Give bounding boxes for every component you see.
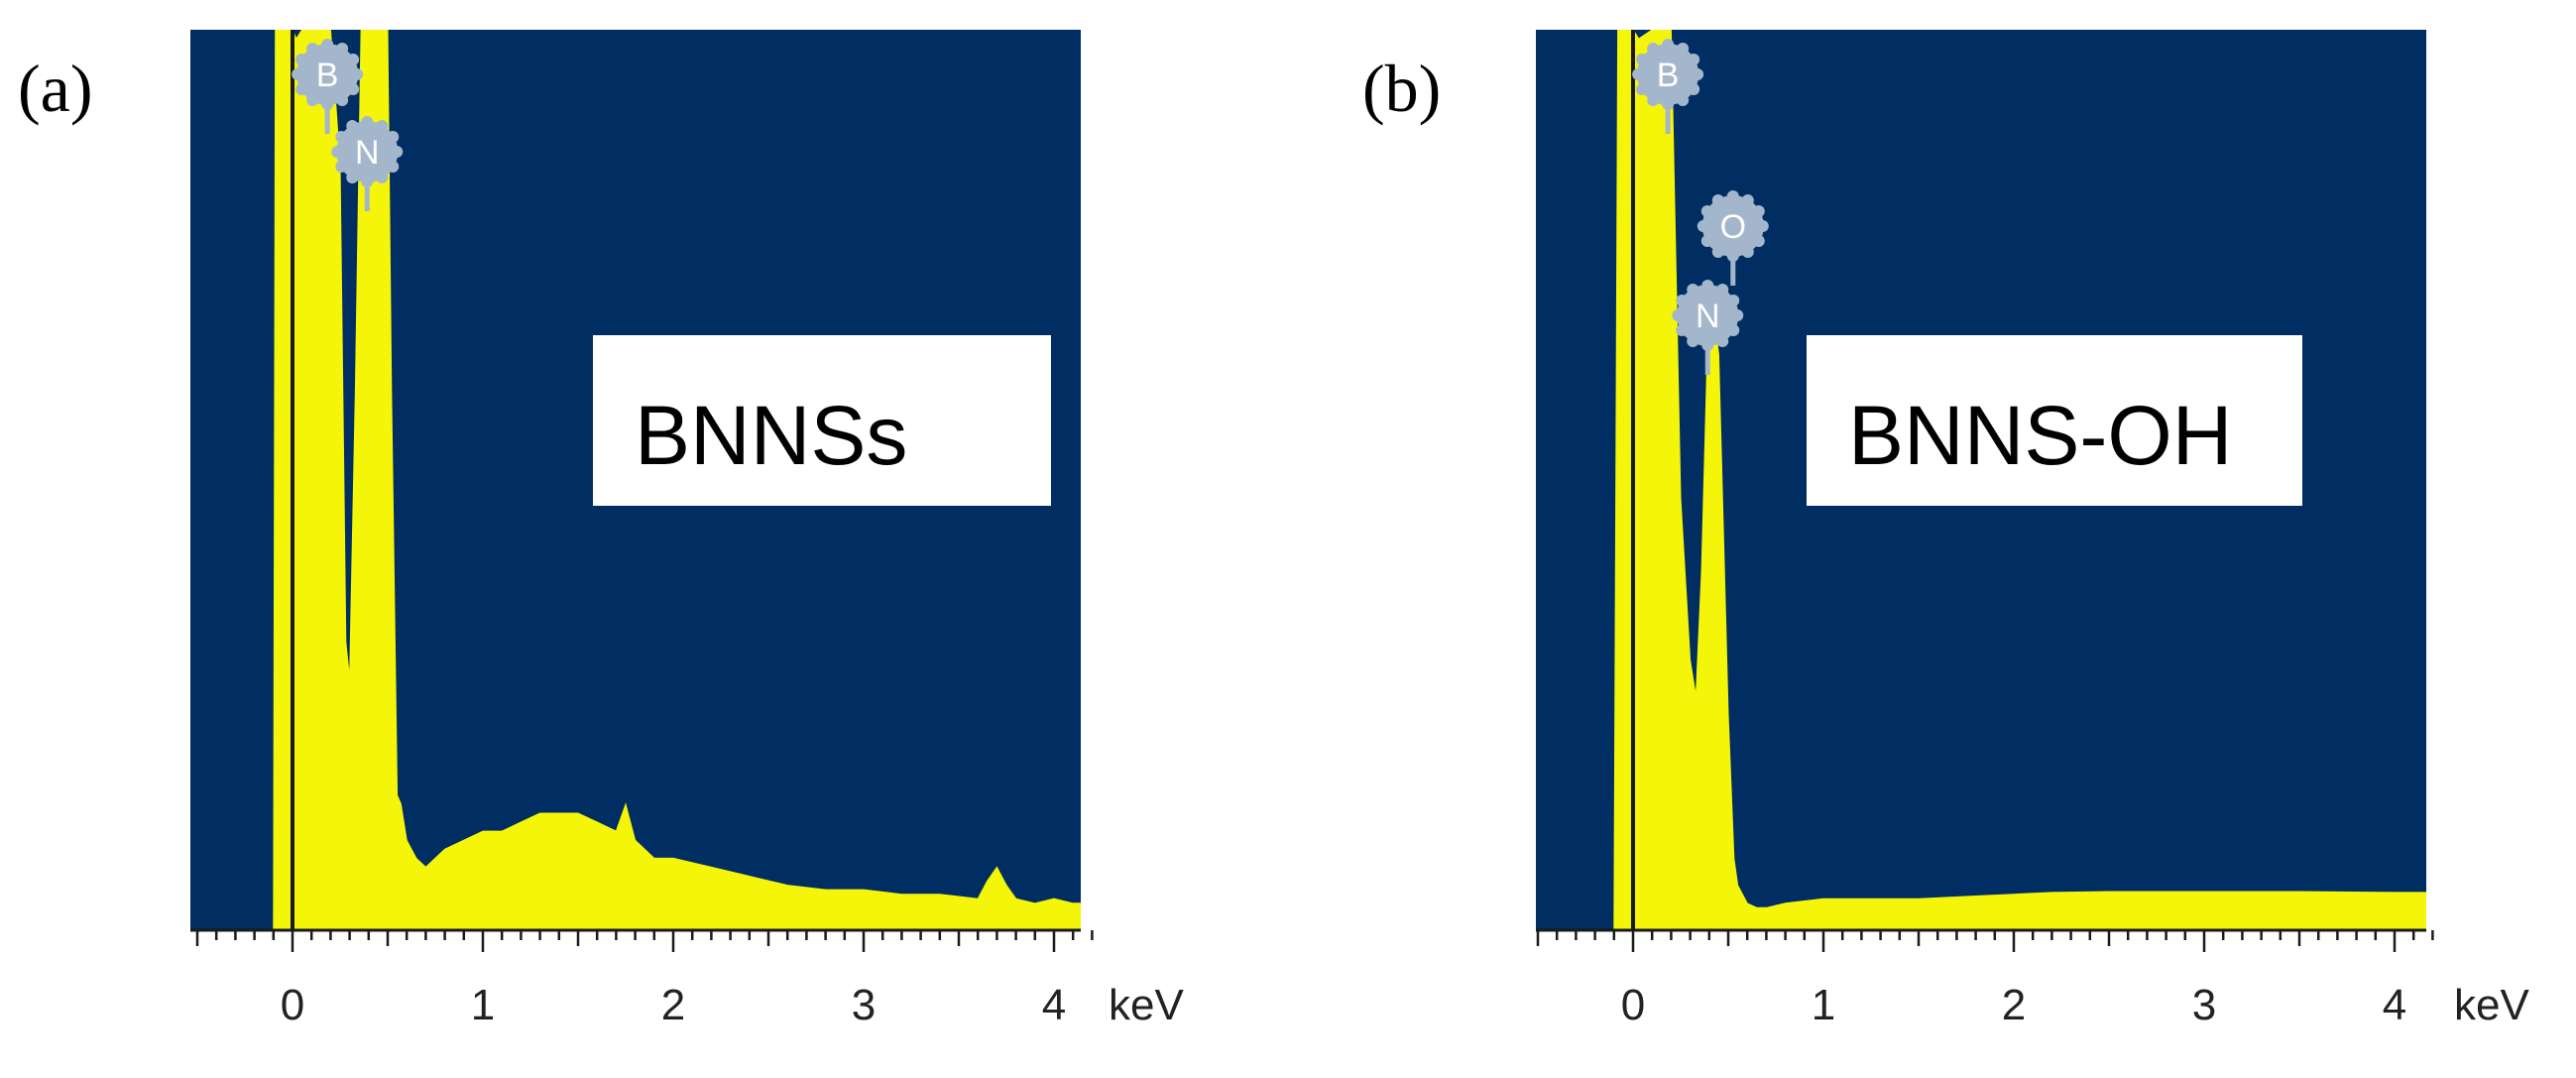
x-tick-label: 1 — [1812, 981, 1835, 1029]
marker-circle — [1701, 195, 1764, 257]
panel-b: (b) 0 1 2 3 4 keV BNNS-OH B N O — [1288, 0, 2576, 1078]
sample-label-box — [1807, 335, 2302, 506]
panel-label: (a) — [18, 51, 93, 126]
sample-label: BNNSs — [635, 389, 907, 482]
x-tick-label: 2 — [2002, 981, 2026, 1029]
marker-element-label: O — [1720, 208, 1746, 246]
x-tick-label: 3 — [2192, 981, 2216, 1029]
element-marker-b: B — [292, 39, 364, 134]
x-tick-label: 3 — [852, 981, 876, 1029]
eds-spectrum-chart-b: 0 1 2 3 4 keV BNNS-OH B N O — [1536, 30, 2529, 1029]
marker-element-label: B — [316, 57, 339, 94]
x-tick-label: 0 — [1621, 981, 1645, 1029]
marker-circle — [1677, 285, 1739, 346]
marker-circle — [296, 44, 359, 105]
spectrum-area — [1613, 30, 2426, 930]
x-tick-label: 2 — [661, 981, 685, 1029]
marker-element-label: B — [1657, 57, 1680, 94]
element-marker-n: N — [331, 116, 404, 211]
marker-element-label: N — [355, 134, 380, 172]
x-tick-label: 1 — [471, 981, 495, 1029]
marker-circle — [1637, 44, 1699, 105]
x-tick-label: 4 — [2383, 981, 2406, 1029]
panel-a: (a) 0 1 2 3 4 keV BNNSs B N — [18, 30, 1184, 1029]
sample-label: BNNS-OH — [1848, 389, 2232, 482]
x-unit-label: keV — [2454, 981, 2529, 1029]
x-tick-label: 0 — [281, 981, 304, 1029]
sample-label-box — [593, 335, 1051, 506]
spectrum-area — [273, 30, 1081, 930]
element-marker-b: B — [1632, 39, 1704, 134]
eds-spectrum-chart-a: 0 1 2 3 4 keV BNNSs B N — [190, 30, 1184, 1029]
element-marker-o: O — [1697, 190, 1769, 286]
panel-label: (b) — [1362, 51, 1442, 126]
marker-circle — [336, 121, 399, 182]
x-unit-label: keV — [1109, 981, 1184, 1029]
x-tick-label: 4 — [1042, 981, 1066, 1029]
element-marker-n: N — [1672, 280, 1744, 375]
marker-element-label: N — [1696, 298, 1720, 335]
